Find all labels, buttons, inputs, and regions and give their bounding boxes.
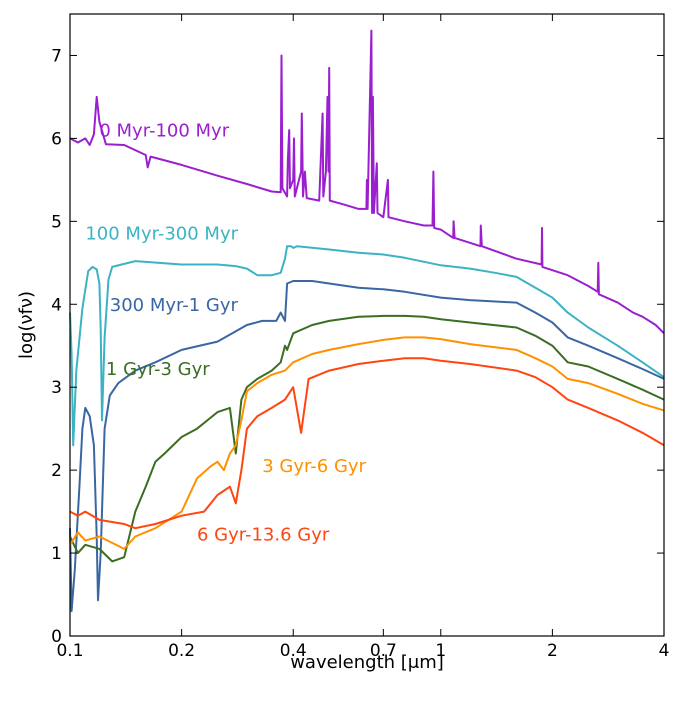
labels-layer: 0 Myr-100 Myr 100 Myr-300 Myr 300 Myr-1 Gy…: [85, 121, 366, 546]
plot-frame: [69, 13, 665, 637]
y-tick-label: 6: [51, 129, 62, 149]
series-line-1: [69, 29, 665, 335]
series-layer: [69, 29, 665, 613]
series-label-5: 3 Gyr-6 Gyr: [262, 456, 366, 477]
ticks-layer: 0.1 0.2 0.4 0.7 1 2 4 0 1 2 3 4 5 6 7: [51, 14, 669, 661]
x-tick-label: 2: [547, 641, 558, 661]
series-line-6: [69, 357, 665, 530]
x-tick-label: 1: [435, 641, 446, 661]
series-line-2: [69, 245, 665, 447]
series-line-5: [69, 336, 665, 550]
x-tick-label: 0.2: [168, 641, 195, 661]
y-axis-label: log(νfν): [16, 291, 37, 359]
series-label-6: 6 Gyr-13.6 Gyr: [197, 525, 330, 546]
series-line-3: [69, 280, 665, 613]
x-tick-label: 0.1: [56, 641, 83, 661]
series-label-2: 100 Myr-300 Myr: [85, 224, 238, 245]
y-tick-label: 0: [51, 627, 62, 647]
series-label-1: 0 Myr-100 Myr: [99, 121, 229, 142]
y-tick-label: 2: [51, 461, 62, 481]
y-tick-label: 4: [51, 295, 62, 315]
y-tick-label: 7: [51, 46, 62, 66]
x-tick-label: 0.4: [280, 641, 307, 661]
x-tick-label: 4: [659, 641, 670, 661]
x-axis-label: wavelength [μm]: [290, 652, 444, 673]
y-tick-label: 1: [51, 544, 62, 564]
y-tick-label: 3: [51, 378, 62, 398]
series-line-4: [69, 314, 665, 563]
series-label-4: 1 Gyr-3 Gyr: [106, 359, 210, 380]
y-tick-label: 5: [51, 212, 62, 232]
series-label-3: 300 Myr-1 Gyr: [110, 295, 239, 316]
x-tick-label: 0.7: [370, 641, 397, 661]
